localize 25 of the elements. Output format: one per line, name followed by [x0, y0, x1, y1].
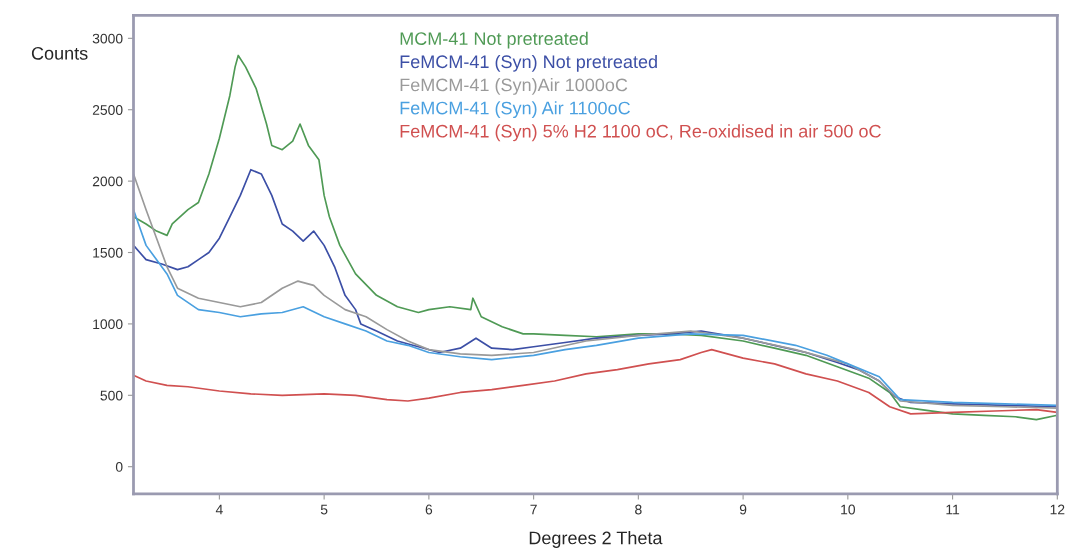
x-tick-label: 5 [320, 504, 328, 515]
y-tick-label: 0 [115, 462, 123, 472]
x-tick-label: 8 [635, 504, 642, 515]
x-tick-label: 11 [946, 504, 960, 515]
line-series [133, 54, 1058, 421]
line-series [133, 348, 1058, 415]
text: MCM-41 Not pretreated [400, 31, 588, 49]
x-tick-label: 4 [215, 504, 223, 515]
text: FeMCM-41 (Syn) 5% H2 1100 oC, Re-oxidised in air 500 oC [400, 124, 881, 142]
x-tick-label: 12 [1050, 504, 1065, 515]
x-tick-label: 9 [739, 504, 747, 515]
y-tick-label: 3000 [92, 33, 123, 44]
x-axis-title: Degrees 2 Theta [529, 531, 663, 548]
y-tick-label: 500 [100, 390, 123, 401]
y-tick-label: 1000 [93, 319, 123, 330]
y-tick-label: 2500 [92, 105, 123, 115]
y-tick-label: 1500 [93, 247, 123, 258]
text: FeMCM-41 (Syn) Not pretreated [400, 54, 657, 72]
x-tick-label: 6 [425, 504, 433, 515]
x-tick-label: 7 [530, 504, 537, 515]
y-axis-title: Counts [31, 46, 88, 60]
x-tick-label: 10 [841, 504, 856, 515]
y-tick-label: 2000 [92, 176, 123, 187]
text: FeMCM-41 (Syn) Air 1100oC [400, 101, 630, 119]
text: FeMCM-41 (Syn)Air 1000oC [400, 78, 628, 95]
